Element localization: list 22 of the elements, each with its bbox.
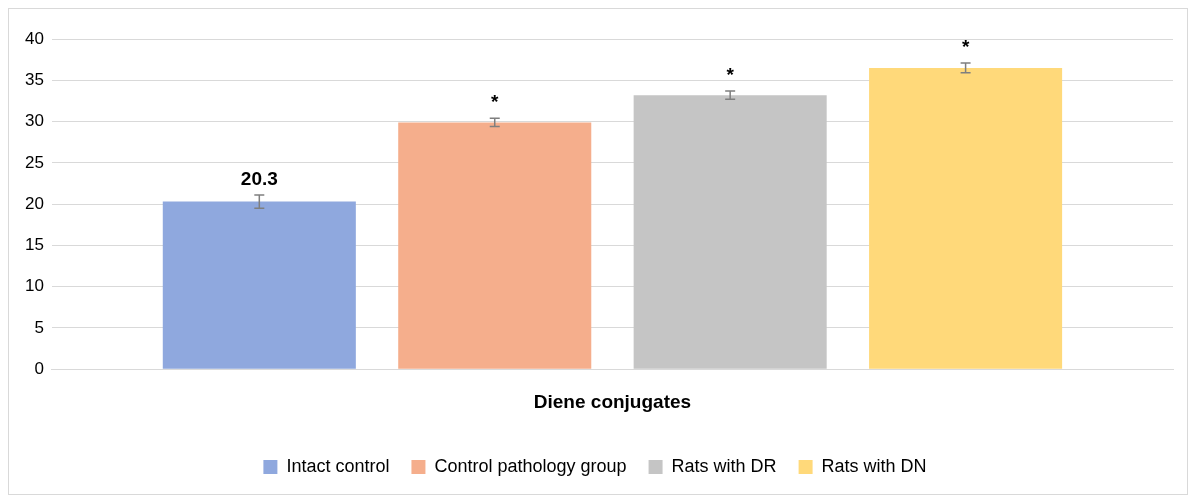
legend-label: Control pathology group — [434, 455, 627, 476]
data-label: * — [726, 63, 735, 85]
bar — [162, 201, 356, 369]
legend-label: Rats with DN — [821, 455, 927, 476]
legend-label: Intact control — [286, 455, 390, 476]
y-tick-label: 25 — [24, 152, 44, 172]
y-tick-label: 5 — [34, 317, 44, 337]
y-tick-label: 0 — [34, 358, 44, 378]
data-label: * — [961, 35, 970, 57]
y-tick-label: 30 — [24, 111, 44, 131]
bar — [633, 95, 827, 369]
legend-label: Rats with DR — [671, 455, 777, 476]
bar — [398, 122, 592, 369]
bar — [869, 67, 1063, 369]
y-tick-label: 20 — [24, 193, 44, 213]
y-tick-label: 10 — [24, 276, 44, 296]
y-tick-label: 15 — [24, 235, 44, 255]
data-label: 20.3 — [240, 167, 278, 189]
data-label: * — [491, 90, 500, 112]
x-tick-label: Diene conjugates — [533, 390, 692, 412]
y-tick-label: 40 — [24, 28, 44, 48]
y-tick-label: 35 — [24, 69, 44, 89]
